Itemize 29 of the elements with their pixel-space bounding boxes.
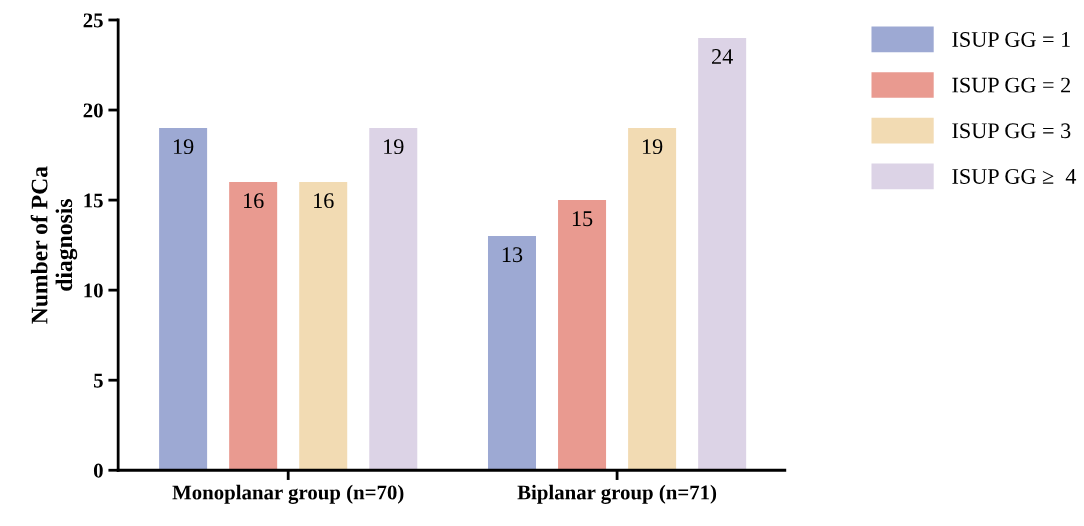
y-tick-label: 15 — [84, 193, 103, 208]
y-tick-label: 5 — [93, 373, 103, 388]
data-label: 13 — [502, 247, 523, 263]
data-label: 16 — [244, 193, 264, 209]
data-label: 16 — [314, 193, 334, 209]
legend-label: ISUP GG = 3 — [952, 123, 1071, 139]
legend-label: ISUP GG = 2 — [952, 77, 1070, 93]
x-tick-label: Monoplanar group (n=70) — [172, 484, 404, 504]
bar — [698, 38, 747, 471]
bar — [487, 236, 537, 471]
bar — [159, 128, 208, 471]
data-label: 19 — [642, 139, 663, 155]
bar — [628, 128, 677, 471]
x-tick-label: Biplanar group (n=71) — [517, 484, 717, 504]
data-label: 24 — [712, 49, 733, 64]
data-label: 15 — [572, 211, 593, 227]
bar — [299, 182, 348, 471]
y-axis-title: Number of PCa diagnosis — [30, 166, 78, 324]
y-tick-label: 20 — [83, 103, 103, 118]
bar — [558, 200, 607, 471]
data-label: 19 — [384, 139, 404, 155]
y-tick-label: 10 — [84, 283, 103, 298]
bar — [229, 182, 278, 471]
y-tick-label: 0 — [93, 463, 103, 478]
legend-label: ISUP GG ≥ 4 — [952, 168, 1077, 184]
data-label: 19 — [173, 139, 194, 155]
y-tick-label: 25 — [83, 13, 103, 28]
bar — [369, 128, 418, 471]
legend-label: ISUP GG = 1 — [952, 31, 1070, 47]
